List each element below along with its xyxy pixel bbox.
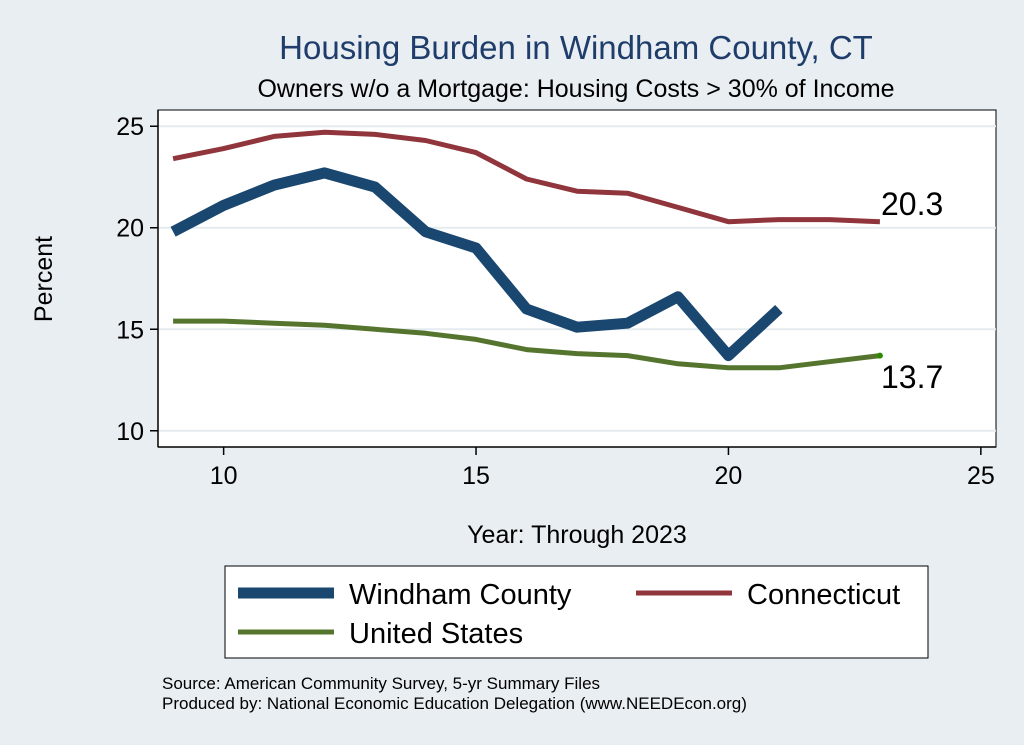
series-lines bbox=[170, 129, 881, 371]
legend-label-windham: Windham County bbox=[349, 579, 572, 611]
source-note: Source: American Community Survey, 5-yr … bbox=[162, 674, 600, 693]
y-tick-label: 25 bbox=[116, 113, 144, 141]
producer-note: Produced by: National Economic Education… bbox=[162, 694, 747, 713]
y-tick-label: 10 bbox=[116, 418, 144, 446]
series-line-connecticut bbox=[172, 129, 881, 225]
legend-label-connecticut: Connecticut bbox=[747, 579, 900, 611]
chart-subtitle: Owners w/o a Mortgage: Housing Costs > 3… bbox=[257, 75, 894, 103]
y-tick-label: 15 bbox=[116, 316, 144, 344]
y-axis-ticks: 10 15 20 25 bbox=[116, 113, 158, 446]
legend-box bbox=[224, 565, 929, 659]
end-point-united-states bbox=[876, 352, 883, 359]
x-tick-label: 20 bbox=[715, 462, 743, 490]
x-tick-label: 15 bbox=[462, 462, 490, 490]
series-line-united-states bbox=[173, 318, 881, 371]
chart-title: Housing Burden in Windham County, CT bbox=[279, 29, 873, 66]
plot-area bbox=[157, 109, 997, 448]
grid-lines bbox=[158, 125, 996, 432]
end-label-connecticut: 20.3 bbox=[881, 186, 943, 222]
series-end-markers bbox=[876, 352, 883, 359]
x-axis-title: Year: Through 2023 bbox=[467, 521, 687, 549]
x-tick-label: 10 bbox=[210, 462, 238, 490]
end-label-united-states: 13.7 bbox=[881, 359, 943, 395]
y-tick-label: 20 bbox=[116, 215, 144, 243]
series-line-windham-county bbox=[170, 167, 783, 362]
y-axis-title: Percent bbox=[30, 236, 58, 322]
x-axis-ticks: 10 15 20 25 bbox=[210, 447, 995, 490]
x-tick-label: 25 bbox=[967, 462, 995, 490]
legend-label-united-states: United States bbox=[349, 618, 523, 650]
